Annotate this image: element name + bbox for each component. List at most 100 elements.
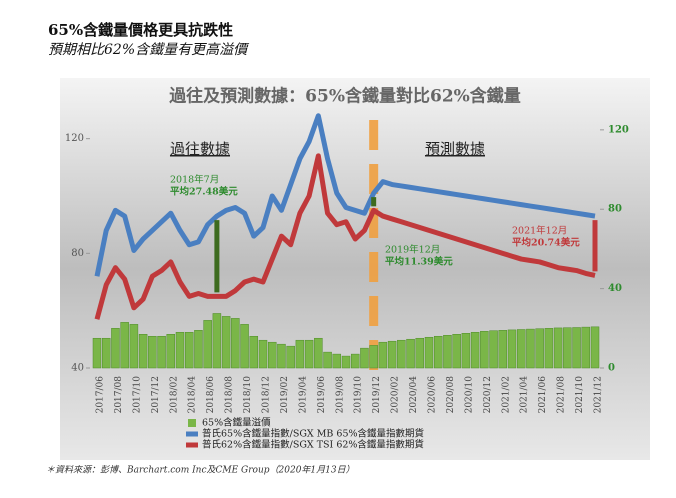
bar (231, 318, 240, 369)
bar (249, 335, 259, 369)
bar (387, 340, 397, 369)
x-tick-label: 2021/08 (557, 376, 567, 414)
x-tick-label: 2018/12 (262, 376, 272, 413)
bar (240, 324, 249, 369)
bar (120, 322, 129, 369)
bar (470, 332, 480, 369)
bar (563, 327, 572, 369)
bar (138, 334, 148, 369)
line (94, 153, 596, 320)
legend-label: 普氏65%含鐵量指數/SGX MB 65%含鐵量指數期貨 (202, 428, 424, 440)
annotation: 2018年7月 (170, 174, 219, 186)
y-tick-label: 40 (71, 363, 84, 374)
bar (406, 338, 415, 369)
annotation: 平均27.48美元 (170, 186, 238, 198)
bar (203, 320, 212, 369)
period-label: 預測數據 (425, 140, 485, 158)
bar (544, 328, 554, 369)
bar (277, 343, 286, 369)
y2-tick-label: 80 (608, 204, 622, 215)
bar (258, 339, 268, 369)
x-tick-label: 2021/06 (538, 376, 548, 414)
annotation: 平均20.74美元 (512, 237, 580, 249)
bar (175, 332, 185, 369)
bar (526, 328, 535, 369)
y-tick-label: 80 (71, 248, 84, 259)
x-tick-label: 2020/02 (391, 376, 401, 413)
legend-swatch (188, 419, 196, 427)
x-tick-label: 2017/06 (96, 376, 106, 414)
bar (341, 355, 351, 369)
bar (415, 337, 425, 369)
period-label: 過往數據 (170, 140, 230, 158)
bar (350, 353, 360, 369)
background (60, 78, 650, 460)
bar (590, 326, 600, 369)
x-tick-label: 2018/06 (206, 376, 216, 414)
bar (101, 337, 111, 369)
annotation: 平均11.39美元 (385, 256, 453, 268)
y-tick-label: 120 (65, 133, 84, 144)
y2-tick-label: 0 (608, 363, 615, 374)
bar (157, 335, 166, 369)
x-tick-label: 2020/12 (483, 376, 493, 413)
x-tick-label: 2019/04 (298, 376, 308, 414)
bar (221, 316, 231, 369)
bar (480, 331, 489, 369)
bar (516, 329, 526, 369)
line (94, 113, 596, 277)
bar (433, 335, 443, 369)
bar (92, 337, 102, 369)
bar (304, 339, 314, 369)
header-subtitle: 預期相比62%含鐵量有更高溢價 (48, 42, 250, 58)
x-tick-label: 2019/06 (317, 376, 327, 414)
x-tick-label: 2017/12 (151, 376, 161, 413)
annotation: 2021年12月 (512, 225, 567, 237)
x-tick-label: 2020/10 (464, 376, 474, 414)
bar (553, 327, 563, 369)
bar (212, 313, 222, 369)
bar (111, 328, 120, 369)
bar (461, 333, 471, 369)
source: ＊資料來源：彭博、Barchart.com Inc及CME Group（2020… (46, 465, 355, 476)
x-tick-label: 2018/02 (169, 376, 179, 413)
bar (332, 353, 342, 369)
bar (267, 341, 277, 369)
bar (360, 347, 369, 369)
bar (535, 328, 544, 369)
x-tick-label: 2020/04 (409, 376, 419, 414)
bar (323, 351, 332, 369)
y2-tick-label: 40 (608, 283, 622, 294)
bar (424, 336, 434, 369)
header-title: 65%含鐵量價格更具抗跌性 (48, 21, 233, 39)
x-tick-label: 2019/10 (354, 376, 364, 414)
x-tick-label: 2018/04 (188, 376, 198, 414)
annotation: 2019年12月 (385, 244, 440, 256)
x-tick-label: 2018/08 (225, 376, 235, 414)
x-tick-label: 2021/12 (594, 376, 604, 413)
x-tick-label: 2017/10 (132, 376, 142, 414)
x-tick-label: 2018/10 (243, 376, 253, 414)
x-tick-label: 2021/10 (575, 376, 585, 414)
x-tick-label: 2017/08 (114, 376, 124, 414)
bar (498, 330, 508, 369)
bar (443, 335, 452, 369)
bar (369, 345, 378, 369)
bar (489, 330, 498, 369)
bar (184, 332, 194, 369)
bar (166, 334, 176, 369)
x-tick-label: 2021/04 (520, 376, 530, 414)
bar (572, 327, 581, 369)
bar (378, 341, 388, 369)
x-tick-label: 2019/12 (372, 376, 382, 413)
bar (452, 334, 461, 369)
chart-title: 過往及預測數據：65%含鐵量對比62%含鐵量 (169, 86, 521, 107)
bar (581, 326, 591, 369)
bar (194, 330, 203, 369)
bar (314, 337, 323, 369)
bar (397, 339, 406, 369)
bar (295, 339, 305, 369)
x-tick-label: 2021/02 (501, 376, 511, 413)
